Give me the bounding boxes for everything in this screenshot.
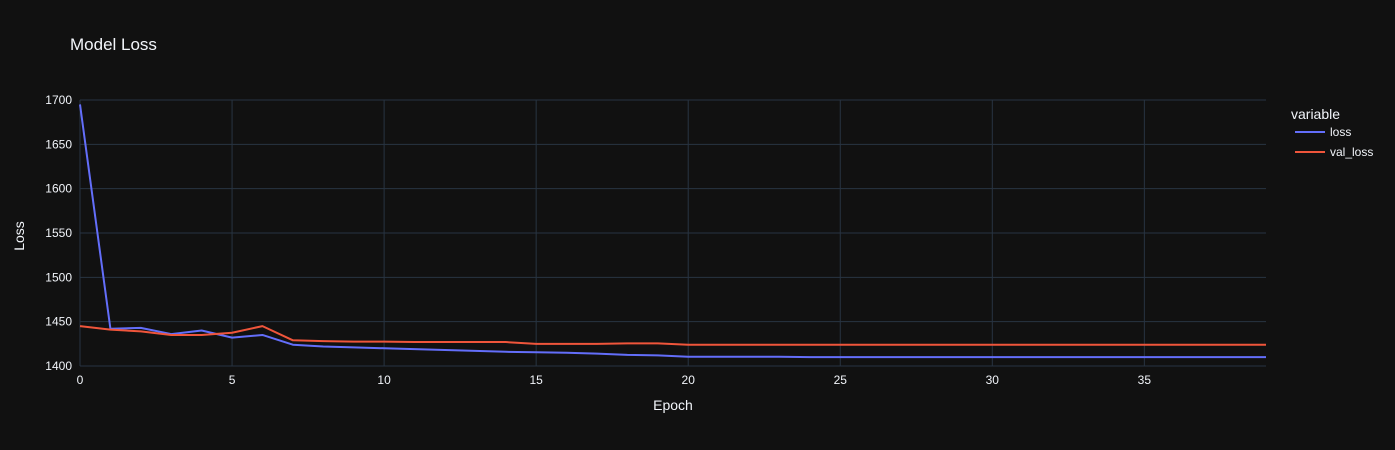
legend-item-val-loss[interactable]: val_loss — [1295, 145, 1373, 159]
x-tick-label: 0 — [77, 373, 84, 387]
x-tick-label: 25 — [834, 373, 848, 387]
y-axis-label: Loss — [11, 221, 27, 251]
y-tick-label: 1550 — [45, 226, 72, 240]
y-tick-label: 1500 — [45, 270, 72, 284]
legend-item-loss[interactable]: loss — [1295, 125, 1351, 139]
y-tick-label: 1700 — [45, 93, 72, 107]
series-line-val-loss[interactable] — [79, 325, 1266, 346]
x-axis-label: Epoch — [653, 397, 693, 413]
x-tick-label: 5 — [229, 373, 236, 387]
legend-title: variable — [1291, 106, 1340, 122]
x-tick-label: 30 — [986, 373, 1000, 387]
y-tick-label: 1400 — [45, 359, 72, 373]
grid — [79, 99, 1266, 367]
y-tick-label: 1600 — [45, 182, 72, 196]
x-tick-label: 10 — [377, 373, 391, 387]
y-axis-ticks: 1400 1450 1500 1550 1600 1650 1700 — [45, 93, 72, 373]
y-tick-label: 1450 — [45, 315, 72, 329]
x-axis-ticks: 0 5 10 15 20 25 30 35 — [77, 373, 1152, 387]
x-tick-label: 20 — [682, 373, 696, 387]
y-tick-label: 1650 — [45, 137, 72, 151]
x-tick-label: 35 — [1138, 373, 1152, 387]
series-line-loss[interactable] — [79, 104, 1266, 359]
legend-label-val-loss: val_loss — [1330, 145, 1373, 159]
legend: variable loss val_loss — [1291, 106, 1373, 159]
chart-title: Model Loss — [70, 35, 157, 54]
series-lines — [79, 104, 1266, 359]
x-tick-label: 15 — [529, 373, 543, 387]
legend-label-loss: loss — [1330, 125, 1351, 139]
